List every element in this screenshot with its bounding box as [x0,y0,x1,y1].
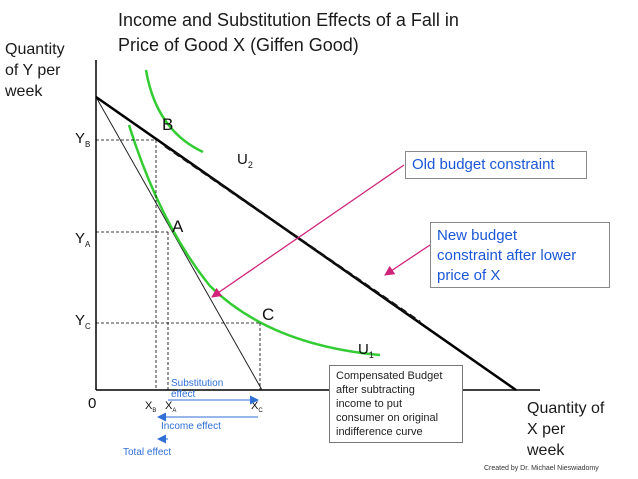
note-line-1: Compensated Budget [336,370,443,382]
note-line-2: after subtracting [336,384,415,396]
new-budget-callout-line-1: New budget [437,227,518,244]
u2-label: U2 [237,151,253,170]
x-axis-label-line-2: X per [527,421,566,438]
y-tick-ya: YA [75,230,91,249]
x-axis-label-line-3: week [527,442,565,459]
compensated-budget-note: Compensated Budget after subtracting inc… [329,365,463,443]
note-line-3: income to put [336,398,403,410]
point-c-label: C [262,305,274,324]
u1-label-base: U [358,341,369,358]
x-axis-label: Quantity of X per week [527,398,604,461]
u2-label-sub: 2 [248,160,253,170]
title-line-2: Price of Good X (Giffen Good) [118,35,359,55]
old-budget-line [95,96,263,391]
diagram-title: Income and Substitution Effects of a Fal… [118,8,558,58]
u2-label-base: U [237,151,248,168]
u1-label: U1 [358,341,374,360]
guide-lines [96,139,261,390]
x-tick-xb: XB [145,400,156,414]
note-line-4: consumer on original [336,412,439,424]
new-budget-callout-line-3: price of X [437,267,501,284]
y-axis-label: Quantity of Y per week [5,39,65,102]
new-budget-callout-line-2: constraint after lower [437,247,577,264]
indifference-curve-u2 [144,69,204,154]
total-effect-label: Total effect [123,447,171,458]
title-line-1: Income and Substitution Effects of a Fal… [118,10,459,30]
compensated-budget-line [164,144,421,324]
y-axis-label-line-3: week [5,83,43,100]
old-budget-callout: Old budget constraint [405,151,587,179]
y-tick-yc: YC [75,312,91,331]
x-tick-xa: XA [165,400,176,414]
y-tick-yb: YB [75,130,90,149]
old-budget-arrow [211,164,405,298]
new-budget-callout: New budget constraint after lower price … [430,222,610,288]
old-budget-callout-text: Old budget constraint [412,156,555,173]
substitution-effect-label-2: effect [171,389,195,400]
note-line-5: indifference curve [336,426,423,438]
x-tick-xc: XC [251,400,263,414]
income-effect-label: Income effect [161,421,221,432]
point-b-label: B [162,115,173,134]
u1-label-sub: 1 [369,350,374,360]
x-axis-label-line-1: Quantity of [527,400,605,417]
origin-label: 0 [88,395,96,412]
y-axis-label-line-1: Quantity [5,41,65,58]
indifference-curve-u1 [127,124,381,357]
credit-text: Created by Dr. Michael Nieswiadomy [484,465,599,472]
substitution-effect-label-1: Substitution [171,378,223,389]
y-axis-label-line-2: of Y per [5,62,61,79]
new-budget-arrow [384,244,431,276]
point-a-label: A [172,217,184,236]
